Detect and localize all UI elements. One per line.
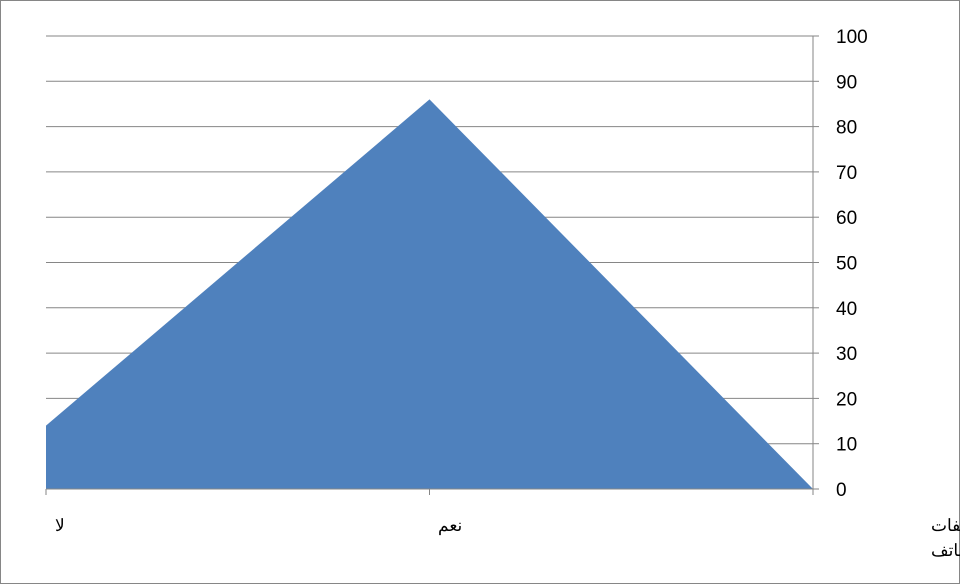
y-tick-label: 100 (836, 27, 868, 48)
y-tick-label: 50 (836, 254, 857, 275)
y-tick-label: 30 (836, 344, 857, 365)
y-tick-label: 10 (836, 435, 857, 456)
plot-area (46, 99, 813, 489)
x-tick-label: لا (55, 516, 65, 535)
y-tick-label: 20 (836, 389, 857, 410)
y-tick-label: 40 (836, 299, 857, 320)
y-tick-label: 0 (836, 480, 847, 501)
y-axis-labels: 0 10 20 30 40 50 60 70 80 90 100 (836, 27, 868, 501)
x-tick-label: مروريه اثناء استخدامك للهاتف (931, 541, 960, 561)
y-tick-label: 90 (836, 72, 857, 93)
x-tick-label: هل تقوم بارتكاب مخالفات (931, 516, 960, 536)
x-axis-labels: لا نعم هل تقوم بارتكاب مخالفات مروريه اثناء… (55, 516, 960, 561)
x-tick-label: نعم (438, 516, 462, 536)
y-tick-label: 80 (836, 118, 857, 139)
y-tick-label: 70 (836, 163, 857, 184)
area-series (46, 99, 813, 489)
y-tick-label: 60 (836, 208, 857, 229)
